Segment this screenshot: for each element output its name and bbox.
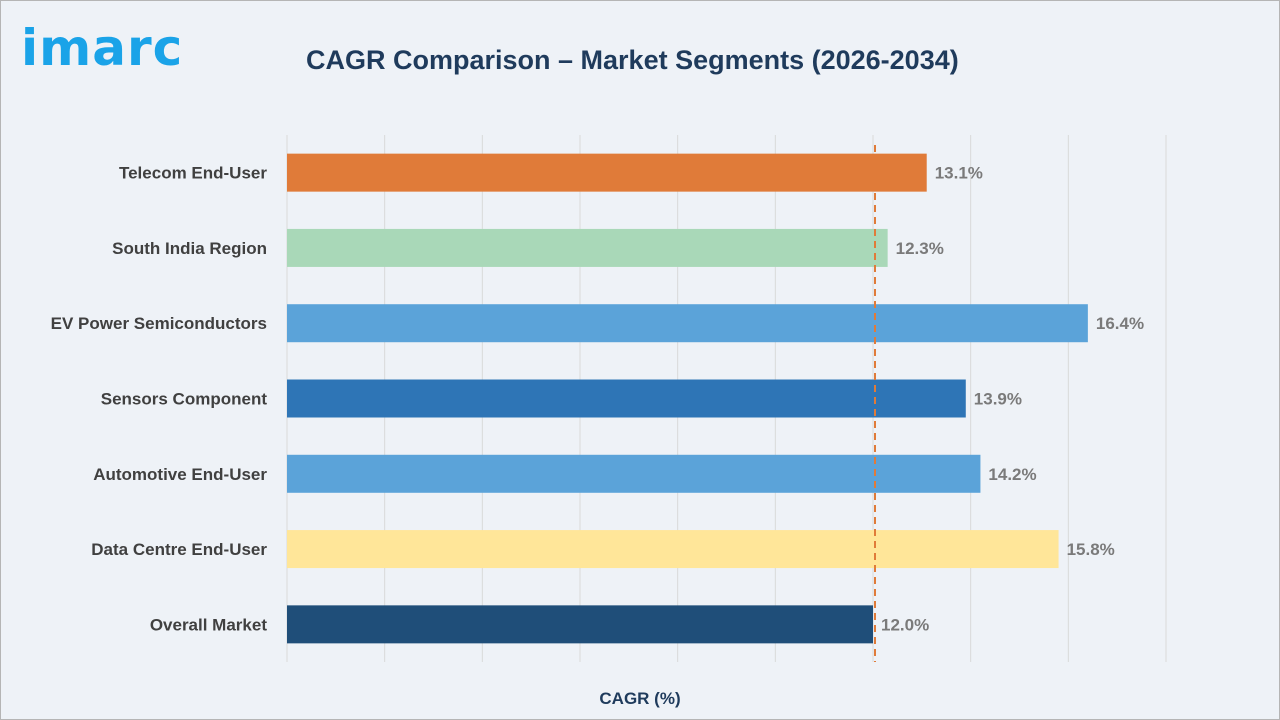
bar (287, 605, 873, 644)
bar (287, 454, 981, 493)
data-label: 14.2% (988, 465, 1036, 484)
x-axis-title: CAGR (%) (599, 689, 680, 708)
labels: Telecom End-User 13.1% South India Region 1… (51, 164, 1144, 635)
logo-text: imarc (21, 19, 184, 77)
data-label: 16.4% (1096, 314, 1144, 333)
category-label: Sensors Component (101, 390, 268, 409)
category-label: Data Centre End-User (91, 540, 267, 559)
chart-title: CAGR Comparison – Market Segments (2026-… (306, 45, 959, 75)
bar (287, 530, 1059, 569)
bars (287, 153, 1088, 644)
category-label: Automotive End-User (93, 465, 267, 484)
category-label: Telecom End-User (119, 164, 267, 183)
bar (287, 304, 1088, 343)
data-label: 13.1% (935, 164, 983, 183)
bar (287, 153, 927, 192)
imarc-logo: imarc (21, 23, 183, 73)
data-label: 12.3% (896, 239, 944, 258)
bar (287, 228, 888, 267)
data-label: 12.0% (881, 615, 929, 634)
data-label: 13.9% (974, 390, 1022, 409)
bar (287, 379, 966, 418)
category-label: Overall Market (150, 615, 268, 634)
data-label: 15.8% (1067, 540, 1115, 559)
category-label: EV Power Semiconductors (51, 314, 267, 333)
category-label: South India Region (112, 239, 267, 258)
